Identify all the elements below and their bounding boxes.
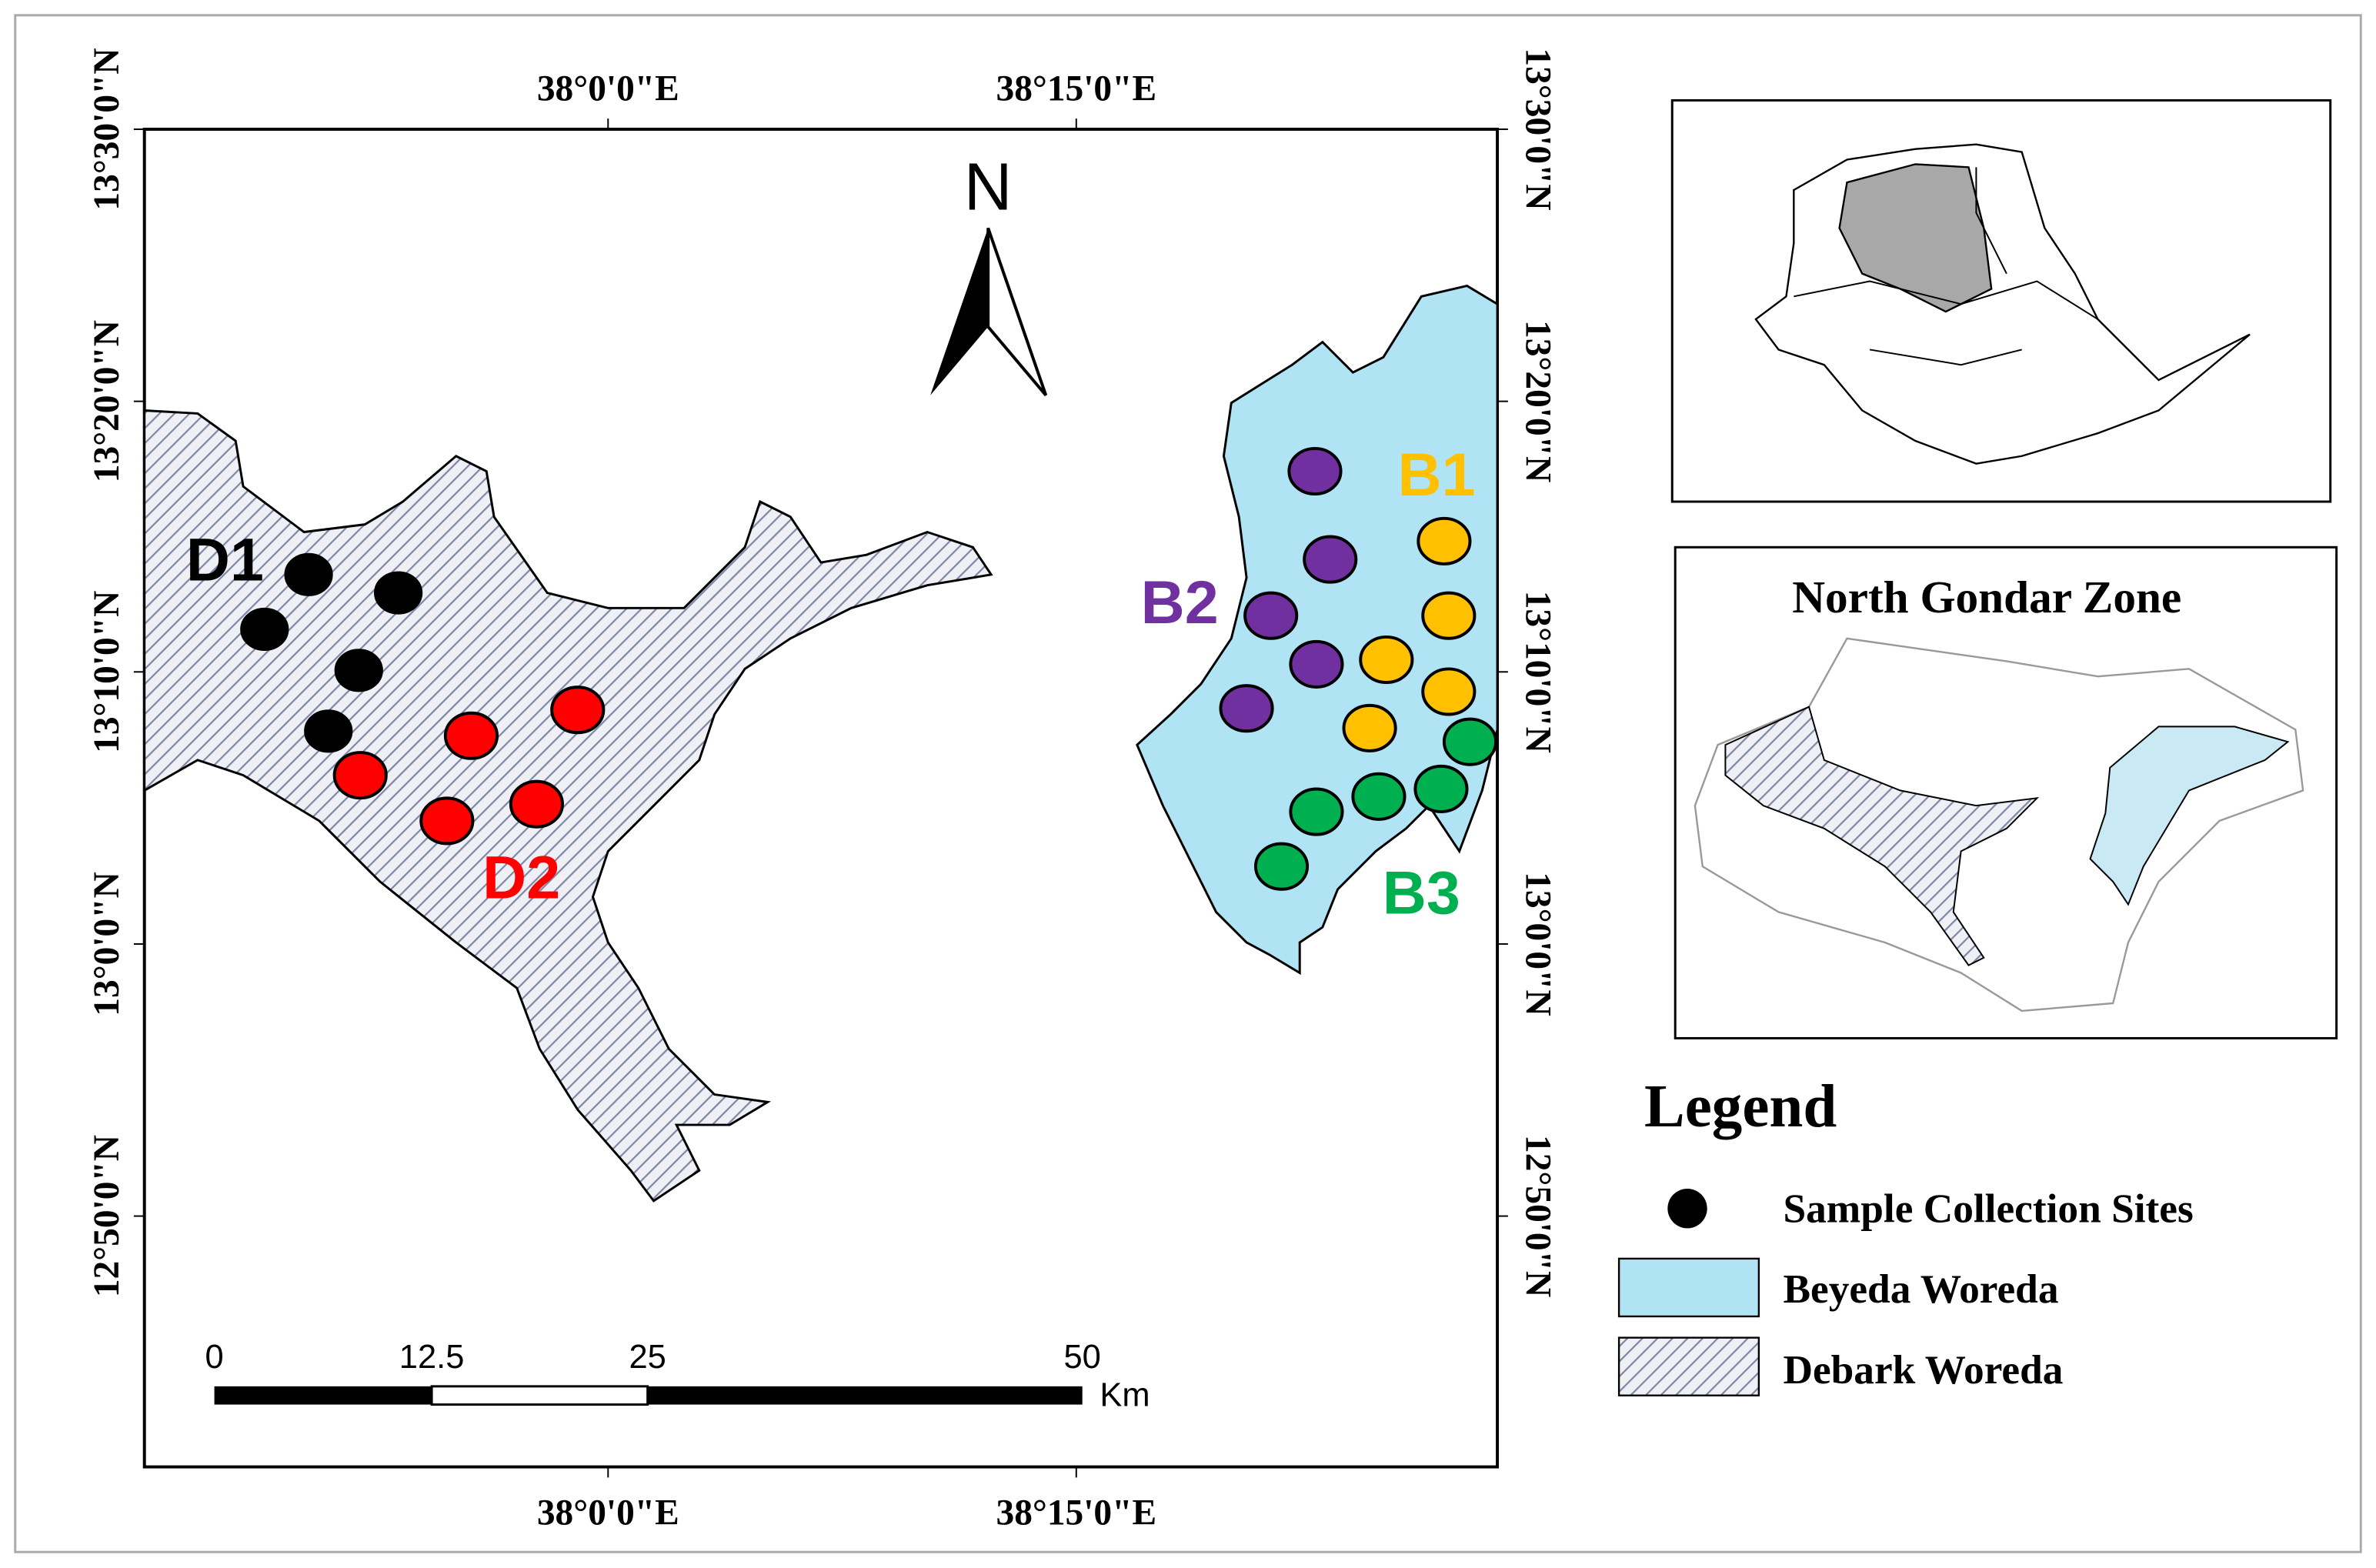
latitude-label: 12°50'0"N xyxy=(87,1135,127,1297)
inset-title: North Gondar Zone xyxy=(1792,572,2181,622)
site-group-label: B1 xyxy=(1398,440,1476,509)
latitude-label: 13°30'0"N xyxy=(87,48,127,210)
sample-site xyxy=(1342,703,1397,752)
sample-site xyxy=(1442,717,1498,766)
scale-label: 0 xyxy=(205,1339,223,1376)
sample-site xyxy=(509,779,564,829)
sample-site xyxy=(1417,516,1472,565)
sample-site xyxy=(1413,764,1469,813)
sample-site xyxy=(1289,639,1344,689)
sample-site xyxy=(1287,446,1343,496)
north-label: N xyxy=(964,150,1013,225)
sample-site xyxy=(1421,591,1477,640)
sample-site xyxy=(1359,635,1414,685)
map-labels: 38°0'0"E 38°0'0"E 38°15'0"E 38°15'0"E 13°30'… xyxy=(87,48,1557,1533)
longitude-label: 38°0'0"E xyxy=(537,68,679,108)
sample-site xyxy=(1253,842,1310,891)
legend-symbol xyxy=(1667,1189,1707,1229)
sample-site xyxy=(1303,535,1358,584)
scale-label: 25 xyxy=(629,1339,666,1376)
legend-title: Legend xyxy=(1644,1073,1837,1140)
sample-site xyxy=(1243,591,1299,640)
legend-item: Beyeda Woreda xyxy=(1783,1266,2058,1312)
latitude-label: 13°20'0"N xyxy=(87,320,127,482)
longitude-label: 38°15'0"E xyxy=(996,1493,1156,1533)
sample-site xyxy=(240,607,289,652)
site-group-label: D1 xyxy=(186,525,264,594)
sample-site xyxy=(1351,772,1407,821)
scale-unit: Km xyxy=(1100,1377,1150,1414)
beyeda-inset xyxy=(2089,726,2290,906)
scale-label: 12.5 xyxy=(399,1339,465,1376)
site-group-label: B2 xyxy=(1141,568,1219,636)
legend-item: Debark Woreda xyxy=(1783,1346,2063,1393)
latitude-label: 13°20'0"N xyxy=(1518,320,1558,482)
latitude-label: 13°30'0"N xyxy=(1518,48,1558,210)
sample-site xyxy=(304,709,353,753)
scale-segment xyxy=(430,1385,649,1406)
site-group-label: D2 xyxy=(482,843,560,912)
legend-item: Sample Collection Sites xyxy=(1783,1185,2193,1231)
latitude-label: 13°0'0"N xyxy=(1518,872,1558,1016)
sample-sites xyxy=(240,446,1498,891)
latitude-label: 13°10'0"N xyxy=(87,591,127,753)
site-group-label: B3 xyxy=(1383,858,1460,926)
north-gondar-region xyxy=(1838,163,1993,313)
sample-site xyxy=(332,751,388,800)
debark-woreda xyxy=(143,409,993,1203)
sample-site xyxy=(1289,787,1344,836)
sample-site xyxy=(550,686,606,735)
scale-segment xyxy=(647,1386,1083,1405)
sample-site xyxy=(1219,684,1274,733)
region-borders xyxy=(1794,167,2098,366)
sample-site xyxy=(374,571,423,615)
legend-symbol xyxy=(1617,1257,1760,1318)
latitude-label: 13°0'0"N xyxy=(87,872,127,1016)
sample-site xyxy=(334,649,383,692)
sample-site xyxy=(1421,667,1477,716)
beyeda-woreda xyxy=(1136,284,1499,976)
sample-site xyxy=(419,796,475,846)
legend-symbol xyxy=(1617,1336,1760,1396)
debark-inset xyxy=(1724,706,2040,966)
longitude-label: 38°15'0"E xyxy=(996,68,1156,108)
latitude-label: 12°50'0"N xyxy=(1518,1135,1558,1297)
latitude-label: 13°10'0"N xyxy=(1518,591,1558,753)
sample-site xyxy=(284,552,333,596)
sample-site xyxy=(443,711,499,760)
scale-segment xyxy=(214,1386,432,1405)
scale-label: 50 xyxy=(1064,1339,1101,1376)
longitude-label: 38°0'0"E xyxy=(537,1493,679,1533)
north-arrow xyxy=(986,227,1048,396)
